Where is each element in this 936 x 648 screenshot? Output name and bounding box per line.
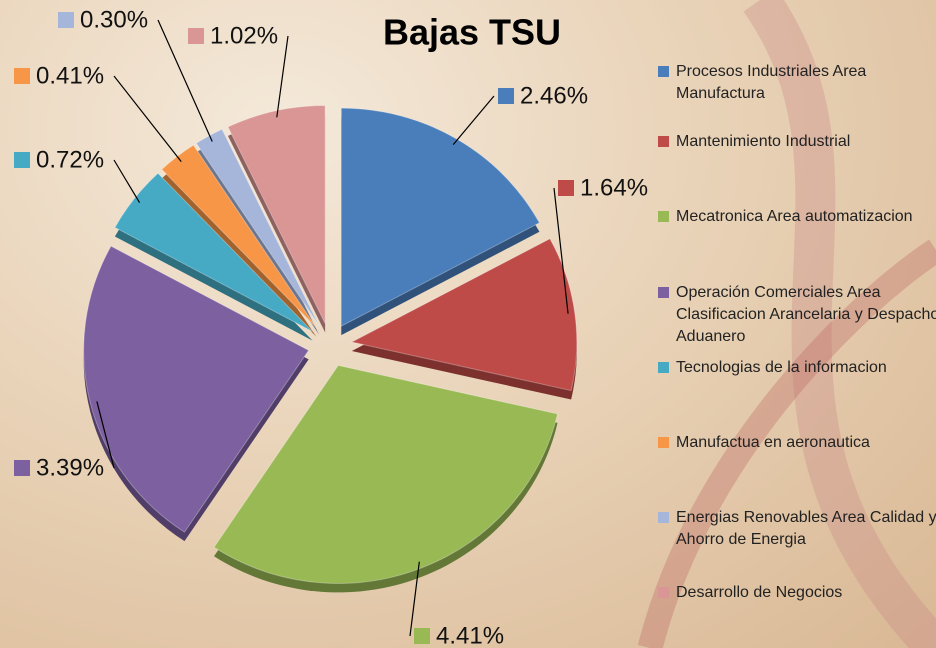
leader-line [114, 160, 140, 203]
label-swatch [14, 68, 30, 84]
legend-item: Mantenimiento Industrial [658, 131, 936, 153]
legend-label: Mantenimiento Industrial [676, 133, 850, 150]
legend-label: Procesos Industriales Area Manufactura [676, 63, 866, 102]
legend-item: Energias Renovables Area Calidad y Ahorr… [658, 507, 936, 551]
legend-item: Mecatronica Area automatizacion [658, 206, 936, 228]
legend-swatch [658, 512, 669, 523]
chart-title: Bajas TSU [383, 12, 561, 53]
data-label: 0.41% [36, 62, 104, 89]
data-label: 1.64% [580, 174, 648, 201]
data-label: 0.30% [80, 6, 148, 33]
label-swatch [14, 460, 30, 476]
legend-label: Mecatronica Area automatizacion [676, 208, 913, 225]
legend-swatch [658, 362, 669, 373]
legend-item: Manufactua en aeronautica [658, 432, 936, 454]
legend-swatch [658, 66, 669, 77]
data-label: 3.39% [36, 454, 104, 481]
label-swatch [414, 628, 430, 644]
chart: Bajas TSU 2.46% 1.64% 4.41% 3.39% 0.72% 0.41%… [0, 0, 936, 648]
label-swatch [558, 180, 574, 196]
data-label: 4.41% [436, 622, 504, 648]
legend-swatch [658, 437, 669, 448]
label-swatch [498, 88, 514, 104]
data-label: 0.72% [36, 146, 104, 173]
leader-line [158, 20, 212, 142]
legend-label: Manufactua en aeronautica [676, 434, 870, 451]
legend-swatch [658, 287, 669, 298]
legend-label: Desarrollo de Negocios [676, 584, 842, 601]
legend-label: Energias Renovables Area Calidad y Ahorr… [676, 509, 936, 548]
leader-line [453, 96, 494, 145]
legend-item: Operación Comerciales Area Clasificacion… [658, 282, 936, 348]
legend-swatch [658, 587, 669, 598]
data-label: 2.46% [520, 82, 588, 109]
label-swatch [58, 12, 74, 28]
leader-line [277, 36, 288, 117]
legend-swatch [658, 211, 669, 222]
label-swatch [188, 28, 204, 44]
legend-label: Tecnologias de la informacion [676, 359, 887, 376]
legend-item: Tecnologias de la informacion [658, 357, 936, 379]
legend-item: Procesos Industriales Area Manufactura [658, 61, 936, 105]
legend-label: Operación Comerciales Area Clasificacion… [676, 284, 936, 345]
data-label: 1.02% [210, 22, 278, 49]
label-swatch [14, 152, 30, 168]
legend-swatch [658, 136, 669, 147]
legend-item: Desarrollo de Negocios [658, 582, 936, 604]
leader-line [114, 76, 181, 162]
